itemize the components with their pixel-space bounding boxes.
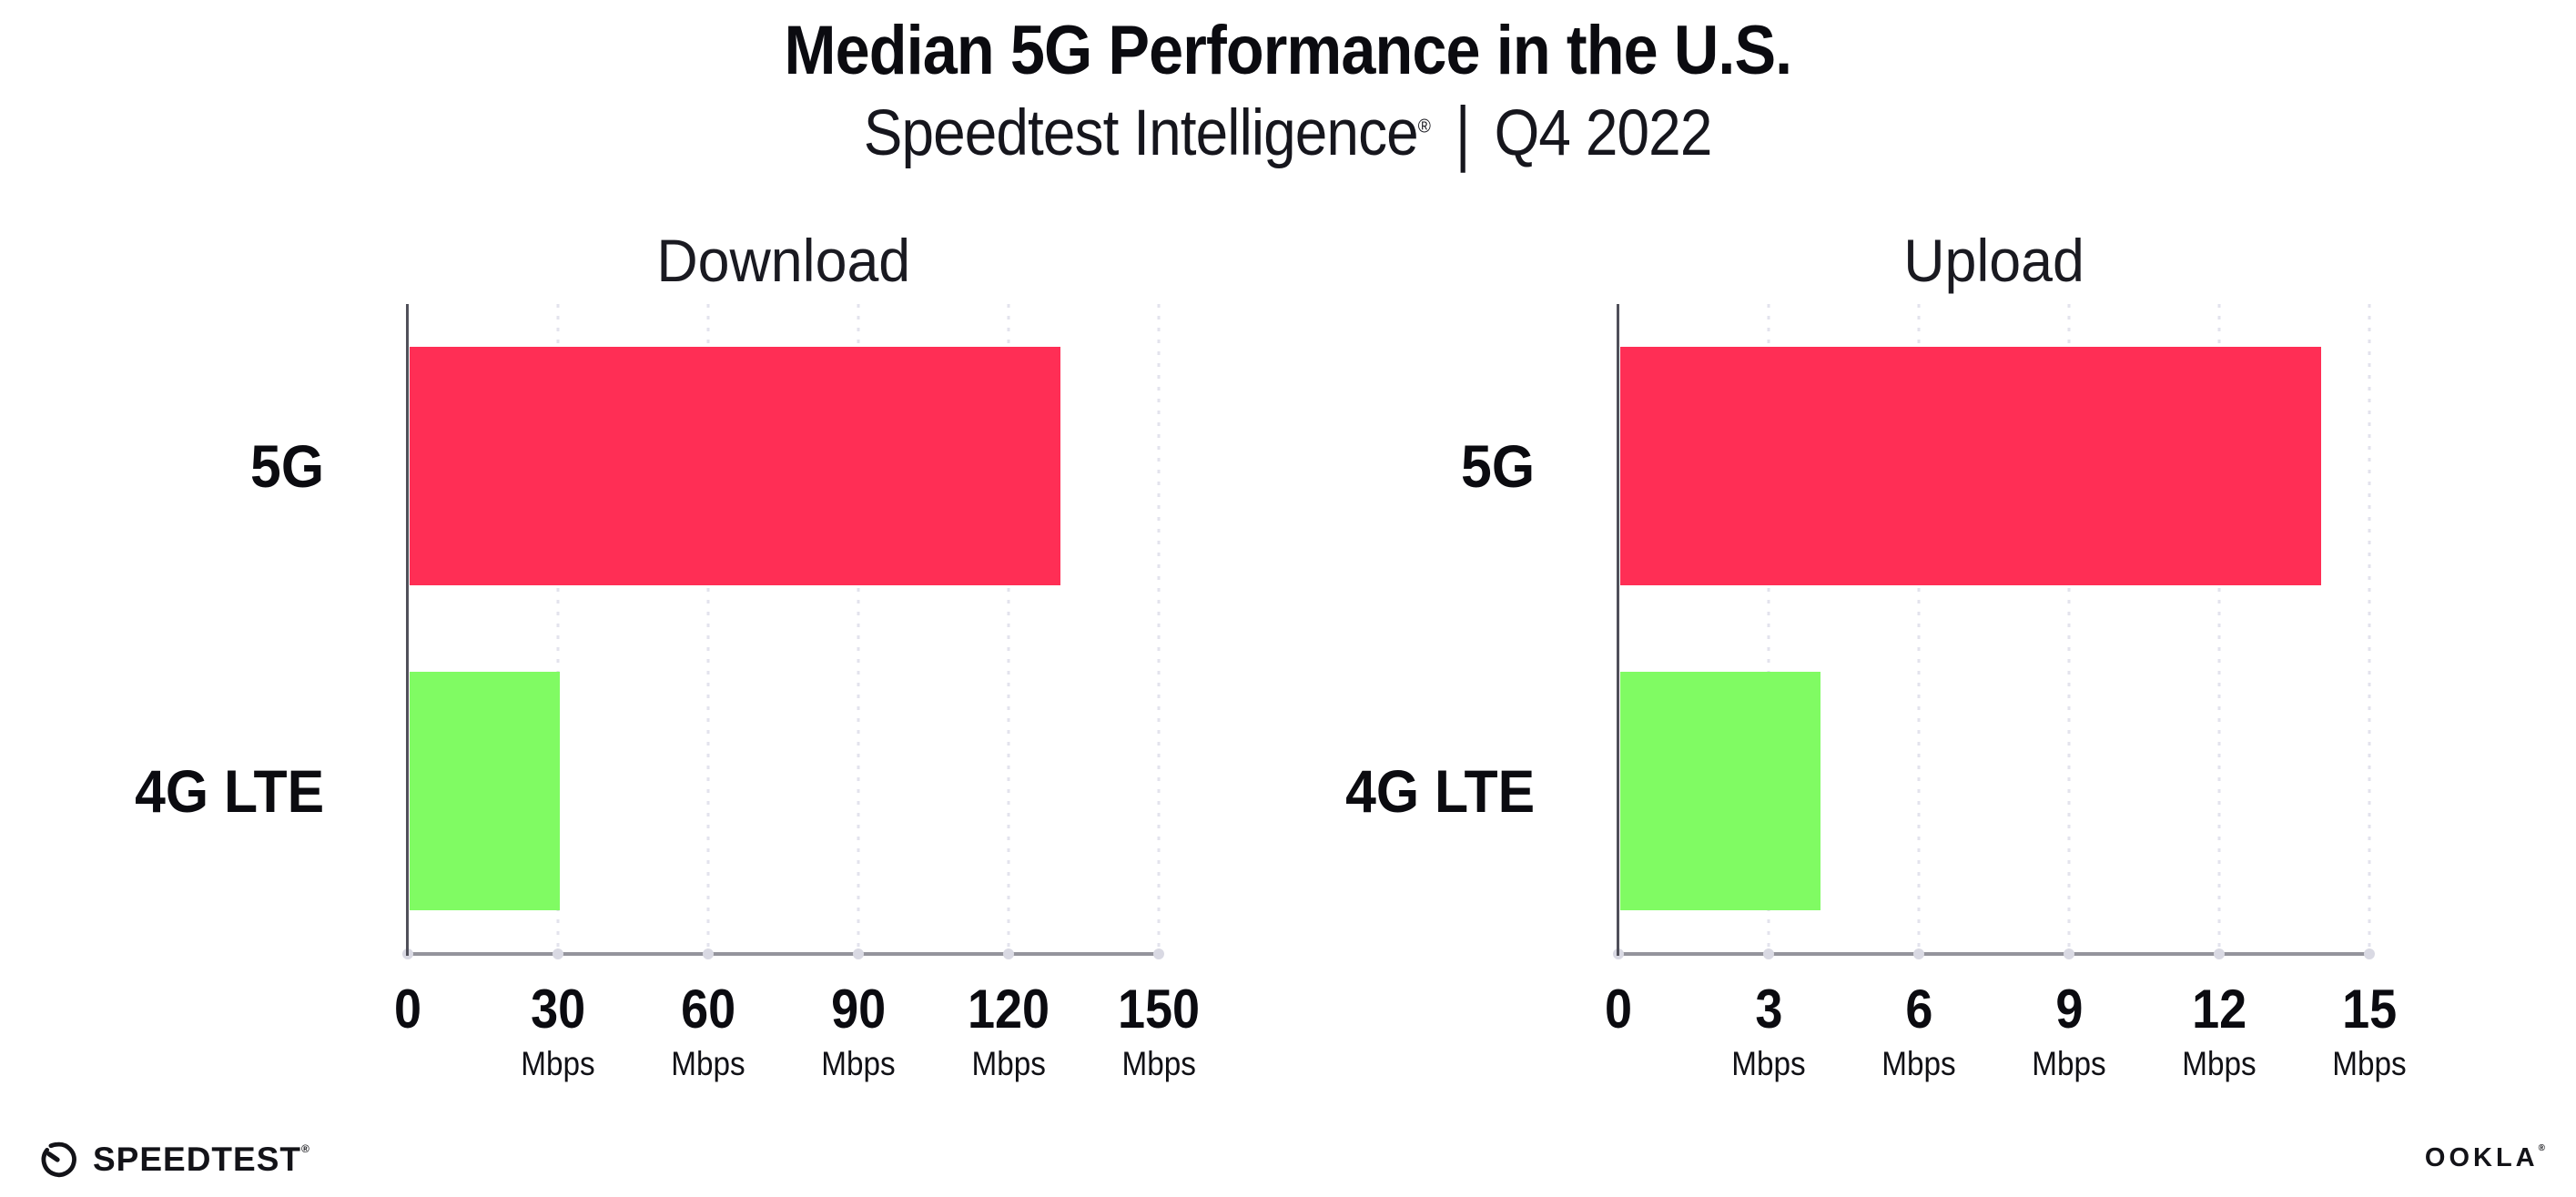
- gridline-60: [706, 304, 710, 953]
- bar-5g-upload: [1620, 347, 2321, 586]
- x-tick-0: 0: [1603, 982, 1633, 1037]
- x-tick-value: 0: [393, 979, 422, 1040]
- bar-4g-lte-download: [410, 671, 560, 910]
- speedtest-wordmark: SPEEDTEST®: [93, 1141, 310, 1179]
- gridline-3: [1767, 304, 1770, 953]
- x-tick-120: 120 Mbps: [963, 979, 1054, 1082]
- x-tick-unit: Mbps: [1121, 1045, 1196, 1082]
- x-tick-unit: Mbps: [2332, 1045, 2407, 1082]
- chart-header: Median 5G Performance in the U.S. Speedt…: [0, 13, 2576, 173]
- category-label-4g-lte: 4G LTE: [134, 756, 324, 825]
- x-tick-unit: Mbps: [521, 1045, 595, 1082]
- x-tick-30: 30 Mbps: [517, 979, 599, 1082]
- x-tick-9: 9 Mbps: [2028, 979, 2110, 1082]
- y-axis-line: [1617, 304, 1619, 956]
- axis-tick-dot: [703, 948, 714, 959]
- axis-tick-dot: [1913, 948, 1924, 959]
- axis-tick-dot: [2364, 948, 2375, 959]
- category-label-5g: 5G: [1460, 432, 1535, 501]
- gridline-15: [2368, 304, 2371, 953]
- gridline-6: [1917, 304, 1921, 953]
- x-tick-150: 150 Mbps: [1113, 979, 1204, 1082]
- x-tick-unit: Mbps: [971, 1045, 1046, 1082]
- gridline-90: [857, 304, 860, 953]
- plot-area-upload: 0 3 Mbps 6 Mbps 9 Mbps 12 Mbps 15 Mbps 5G 4G LTE: [1345, 304, 2407, 1080]
- subtitle-period: Q4 2022: [1494, 96, 1713, 169]
- bar-5g-download: [410, 347, 1060, 586]
- subtitle-brand: Speedtest Intelligence: [864, 96, 1419, 169]
- x-tick-12: 12 Mbps: [2178, 979, 2260, 1082]
- speedtest-logo: SPEEDTEST®: [36, 1139, 310, 1181]
- y-axis-line: [406, 304, 409, 956]
- x-tick-15: 15 Mbps: [2328, 979, 2410, 1082]
- axis-tick-dot: [1763, 948, 1774, 959]
- x-axis-line: [406, 952, 1163, 956]
- axis-tick-dot: [1153, 948, 1164, 959]
- x-tick-value: 0: [1604, 979, 1633, 1040]
- chart-upload: Upload 0 3 Mbps 6 Mbps 9 Mbps 12 Mbps 15 Mbps 5G 4G …: [1300, 209, 2407, 1156]
- ookla-label: OOKLA: [2424, 1143, 2539, 1172]
- axis-tick-dot: [553, 948, 563, 959]
- x-tick-value: 120: [967, 979, 1050, 1040]
- x-tick-value: 9: [2054, 979, 2084, 1040]
- x-tick-value: 150: [1117, 979, 1201, 1040]
- plot-area-download: 0 30 Mbps 60 Mbps 90 Mbps 120 Mbps 150 Mbps 5G 4G LT…: [135, 304, 1200, 1080]
- x-tick-value: 90: [830, 979, 887, 1040]
- x-tick-unit: Mbps: [2182, 1045, 2257, 1082]
- axis-tick-dot: [2064, 948, 2074, 959]
- page-title-text: Median 5G Performance in the U.S.: [784, 12, 1793, 89]
- chart-download: Download 0 30 Mbps 60 Mbps 90 Mbps 120 Mbps 150 Mb…: [89, 209, 1200, 1156]
- x-tick-90: 90 Mbps: [817, 979, 899, 1082]
- speedtest-gauge-icon: [41, 1141, 76, 1178]
- gridline-12: [2217, 304, 2221, 953]
- gridline-30: [556, 304, 560, 953]
- x-tick-60: 60 Mbps: [667, 979, 749, 1082]
- x-tick-unit: Mbps: [1731, 1045, 1806, 1082]
- speedtest-label: SPEEDTEST: [93, 1141, 301, 1178]
- x-tick-value: 15: [2341, 979, 2398, 1040]
- page-title: Median 5G Performance in the U.S.: [0, 13, 2576, 89]
- x-tick-unit: Mbps: [1881, 1045, 1956, 1082]
- x-tick-value: 3: [1754, 979, 1783, 1040]
- axis-tick-dot: [1003, 948, 1014, 959]
- gridline-9: [2067, 304, 2071, 953]
- subtitle: Speedtest Intelligence® | Q4 2022: [0, 93, 2576, 173]
- axis-tick-dot: [2214, 948, 2225, 959]
- x-tick-3: 3 Mbps: [1728, 979, 1810, 1082]
- x-tick-value: 12: [2191, 979, 2247, 1040]
- x-tick-value: 6: [1904, 979, 1933, 1040]
- x-tick-0: 0: [392, 982, 422, 1037]
- chart-title-upload: Upload: [1618, 226, 2369, 295]
- x-tick-value: 30: [530, 979, 586, 1040]
- ookla-wordmark: OOKLA®: [2425, 1143, 2545, 1172]
- gridline-150: [1157, 304, 1161, 953]
- category-label-5g: 5G: [249, 432, 324, 501]
- chart-title-download: Download: [408, 226, 1159, 295]
- gridline-120: [1007, 304, 1010, 953]
- bar-4g-lte-upload: [1620, 671, 1820, 910]
- ookla-logo: OOKLA®: [2425, 1143, 2545, 1173]
- axis-tick-dot: [853, 948, 864, 959]
- x-tick-unit: Mbps: [821, 1045, 896, 1082]
- registered-mark-icon: ®: [1418, 114, 1432, 137]
- chart-title-upload-text: Upload: [1903, 227, 2084, 294]
- ookla-registered-icon: ®: [2538, 1143, 2545, 1153]
- x-axis-line: [1617, 952, 2374, 956]
- x-tick-value: 60: [680, 979, 736, 1040]
- subtitle-separator: |: [1455, 92, 1471, 174]
- speedtest-registered-icon: ®: [301, 1142, 310, 1155]
- chart-title-download-text: Download: [656, 227, 910, 294]
- x-tick-unit: Mbps: [2032, 1045, 2106, 1082]
- x-tick-unit: Mbps: [671, 1045, 745, 1082]
- x-tick-6: 6 Mbps: [1878, 979, 1960, 1082]
- category-label-4g-lte: 4G LTE: [1344, 756, 1535, 825]
